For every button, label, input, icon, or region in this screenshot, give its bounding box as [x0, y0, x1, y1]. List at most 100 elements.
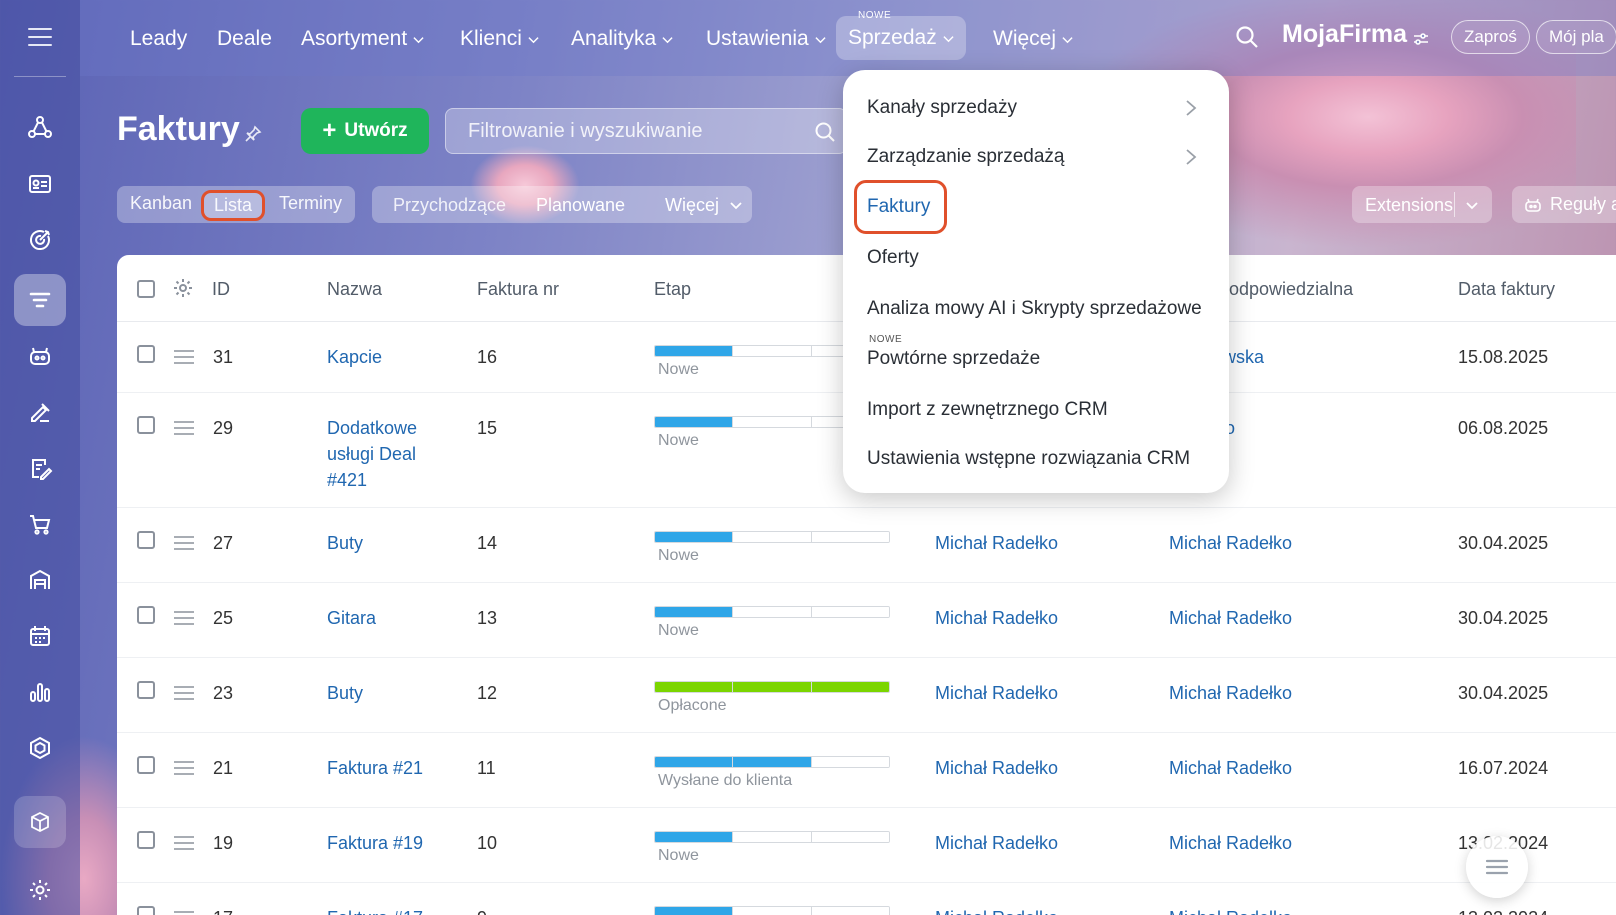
cell-responsible-link[interactable]: Michał Radełko	[1169, 758, 1293, 778]
filter-incoming[interactable]: Przychodzące	[393, 195, 507, 215]
column-stage[interactable]: Etap	[654, 279, 692, 299]
stage-progress-bar[interactable]	[654, 906, 890, 915]
row-checkbox[interactable]	[137, 606, 155, 624]
cell-responsible-link[interactable]: Michał Radełko	[1169, 533, 1293, 553]
sidebar-item-sign[interactable]	[14, 386, 66, 438]
cell-responsible-link[interactable]: Michał Radełko	[1169, 833, 1293, 853]
my-plan-button[interactable]: Mój pla	[1536, 20, 1616, 54]
row-checkbox[interactable]	[137, 531, 155, 549]
stage-progress-bar[interactable]	[654, 756, 890, 768]
view-list[interactable]: Lista	[201, 190, 266, 221]
sidebar-item-contacts[interactable]	[14, 158, 66, 210]
menu-item-5[interactable]: Powtórne sprzedaże	[867, 348, 1041, 369]
sidebar-item-warehouse[interactable]	[14, 554, 66, 606]
sidebar-item-integrations[interactable]	[14, 722, 66, 774]
chevron-right-icon[interactable]	[1185, 99, 1197, 117]
cell-person-link[interactable]: Michał Radełko	[935, 608, 1059, 628]
search-icon[interactable]	[1234, 24, 1260, 50]
filter-more[interactable]: Więcej	[665, 195, 742, 216]
table-row[interactable]: 19 Faktura #19 10 Nowe Michał Radełko Michał …	[117, 808, 1616, 883]
search-icon[interactable]	[814, 121, 836, 143]
nav-item-2[interactable]: Asortyment	[301, 22, 424, 56]
cell-name-link[interactable]: Buty	[327, 533, 364, 553]
cell-name-link[interactable]: Gitara	[327, 608, 377, 628]
column-id[interactable]: ID	[212, 279, 230, 299]
column-invoice-date[interactable]: Data faktury	[1458, 279, 1556, 299]
stage-progress-bar[interactable]	[654, 606, 890, 618]
drag-handle-icon[interactable]	[174, 611, 194, 625]
table-row[interactable]: 21 Faktura #21 11 Wysłane do klienta Michał …	[117, 733, 1616, 808]
menu-item-4[interactable]: Analiza mowy AI i Skrypty sprzedażowe	[867, 298, 1202, 319]
sidebar-item-crm[interactable]	[14, 102, 66, 154]
invite-button[interactable]: Zaproś	[1451, 20, 1530, 54]
table-row[interactable]: 23 Buty 12 Opłacone Michał Radełko Michał Rad…	[117, 658, 1616, 733]
drag-handle-icon[interactable]	[174, 536, 194, 550]
cell-person-link[interactable]: Michał Radełko	[935, 758, 1059, 778]
chevron-right-icon[interactable]	[1185, 148, 1197, 166]
nav-item-3[interactable]: Klienci	[460, 22, 539, 56]
cell-person-link[interactable]: Michał Radełko	[935, 833, 1059, 853]
row-checkbox[interactable]	[137, 416, 155, 434]
nav-item-5[interactable]: Ustawienia	[706, 22, 826, 56]
extensions-button[interactable]: Extensions	[1352, 186, 1492, 223]
menu-item-1[interactable]: Zarządzanie sprzedażą	[867, 146, 1065, 167]
filter-planned[interactable]: Planowane	[536, 195, 626, 215]
nav-item-7[interactable]: Więcej	[993, 22, 1073, 56]
sidebar-item-calendar[interactable]	[14, 610, 66, 662]
cell-name-link[interactable]: Dodatkowe usługi Deal #421	[327, 418, 418, 490]
nav-item-4[interactable]: Analityka	[571, 22, 673, 56]
select-all-checkbox[interactable]	[137, 280, 155, 298]
cell-name-link[interactable]: Faktura #17	[327, 905, 447, 915]
create-button[interactable]: + Utwórz	[301, 108, 429, 154]
stage-progress-bar[interactable]	[654, 681, 890, 693]
row-checkbox[interactable]	[137, 906, 155, 915]
pin-icon[interactable]	[243, 124, 263, 144]
sidebar-item-documents[interactable]	[14, 442, 66, 494]
column-responsible[interactable]: odpowiedzialna	[1229, 279, 1354, 299]
menu-item-3[interactable]: Oferty	[867, 247, 919, 268]
menu-item-7[interactable]: Ustawienia wstępne rozwiązania CRM	[867, 448, 1191, 469]
sidebar-item-settings[interactable]	[14, 864, 66, 915]
column-invoice-number[interactable]: Faktura nr	[477, 279, 560, 299]
cell-person-link[interactable]: Michał Radełko	[935, 683, 1059, 703]
cell-responsible-link[interactable]: Michał Radełko	[1169, 683, 1293, 703]
cell-name-link[interactable]: Kapcie	[327, 347, 383, 367]
drag-handle-icon[interactable]	[174, 421, 194, 435]
cell-person-link[interactable]: Michał Radełko	[935, 533, 1059, 553]
drag-handle-icon[interactable]	[174, 836, 194, 850]
menu-item-6[interactable]: Import z zewnętrznego CRM	[867, 399, 1108, 420]
cell-name-link[interactable]: Faktura #21	[327, 758, 424, 778]
gear-icon[interactable]	[172, 277, 194, 299]
view-kanban[interactable]: Kanban	[130, 193, 193, 213]
chevron-down-icon[interactable]	[1466, 199, 1478, 211]
drag-handle-icon[interactable]	[174, 761, 194, 775]
cell-responsible-link[interactable]: Michał Radełko	[1169, 908, 1292, 915]
sidebar-item-automation[interactable]	[14, 330, 66, 382]
sidebar-item-market[interactable]	[14, 796, 66, 848]
view-deadlines[interactable]: Terminy	[279, 193, 343, 213]
nav-item-6[interactable]: Sprzedaż	[836, 16, 966, 60]
sidebar-item-sales-funnel[interactable]	[14, 274, 66, 326]
row-checkbox[interactable]	[137, 345, 155, 363]
quick-actions-button[interactable]	[1466, 836, 1528, 898]
table-row[interactable]: 27 Buty 14 Nowe Michał Radełko Michał Radełko…	[117, 508, 1616, 583]
sidebar-item-goals[interactable]	[14, 214, 66, 266]
cell-name-link[interactable]: Buty	[327, 683, 364, 703]
stage-progress-bar[interactable]	[654, 531, 890, 543]
row-checkbox[interactable]	[137, 756, 155, 774]
row-checkbox[interactable]	[137, 831, 155, 849]
drag-handle-icon[interactable]	[174, 686, 194, 700]
table-row[interactable]: 25 Gitara 13 Nowe Michał Radełko Michał Radeł…	[117, 583, 1616, 658]
drag-handle-icon[interactable]	[174, 911, 194, 915]
sliders-icon[interactable]	[1412, 30, 1430, 48]
cell-responsible-link[interactable]: Michał Radełko	[1169, 608, 1293, 628]
menu-burger-icon[interactable]	[28, 28, 52, 46]
sidebar-item-shop[interactable]	[14, 498, 66, 550]
menu-item-0[interactable]: Kanały sprzedaży	[867, 97, 1017, 118]
nav-item-1[interactable]: Deale	[217, 22, 272, 56]
stage-progress-bar[interactable]	[654, 831, 890, 843]
cell-person-link[interactable]: Michał Radełko	[935, 908, 1058, 915]
nav-item-0[interactable]: Leady	[130, 22, 187, 56]
drag-handle-icon[interactable]	[174, 350, 194, 364]
